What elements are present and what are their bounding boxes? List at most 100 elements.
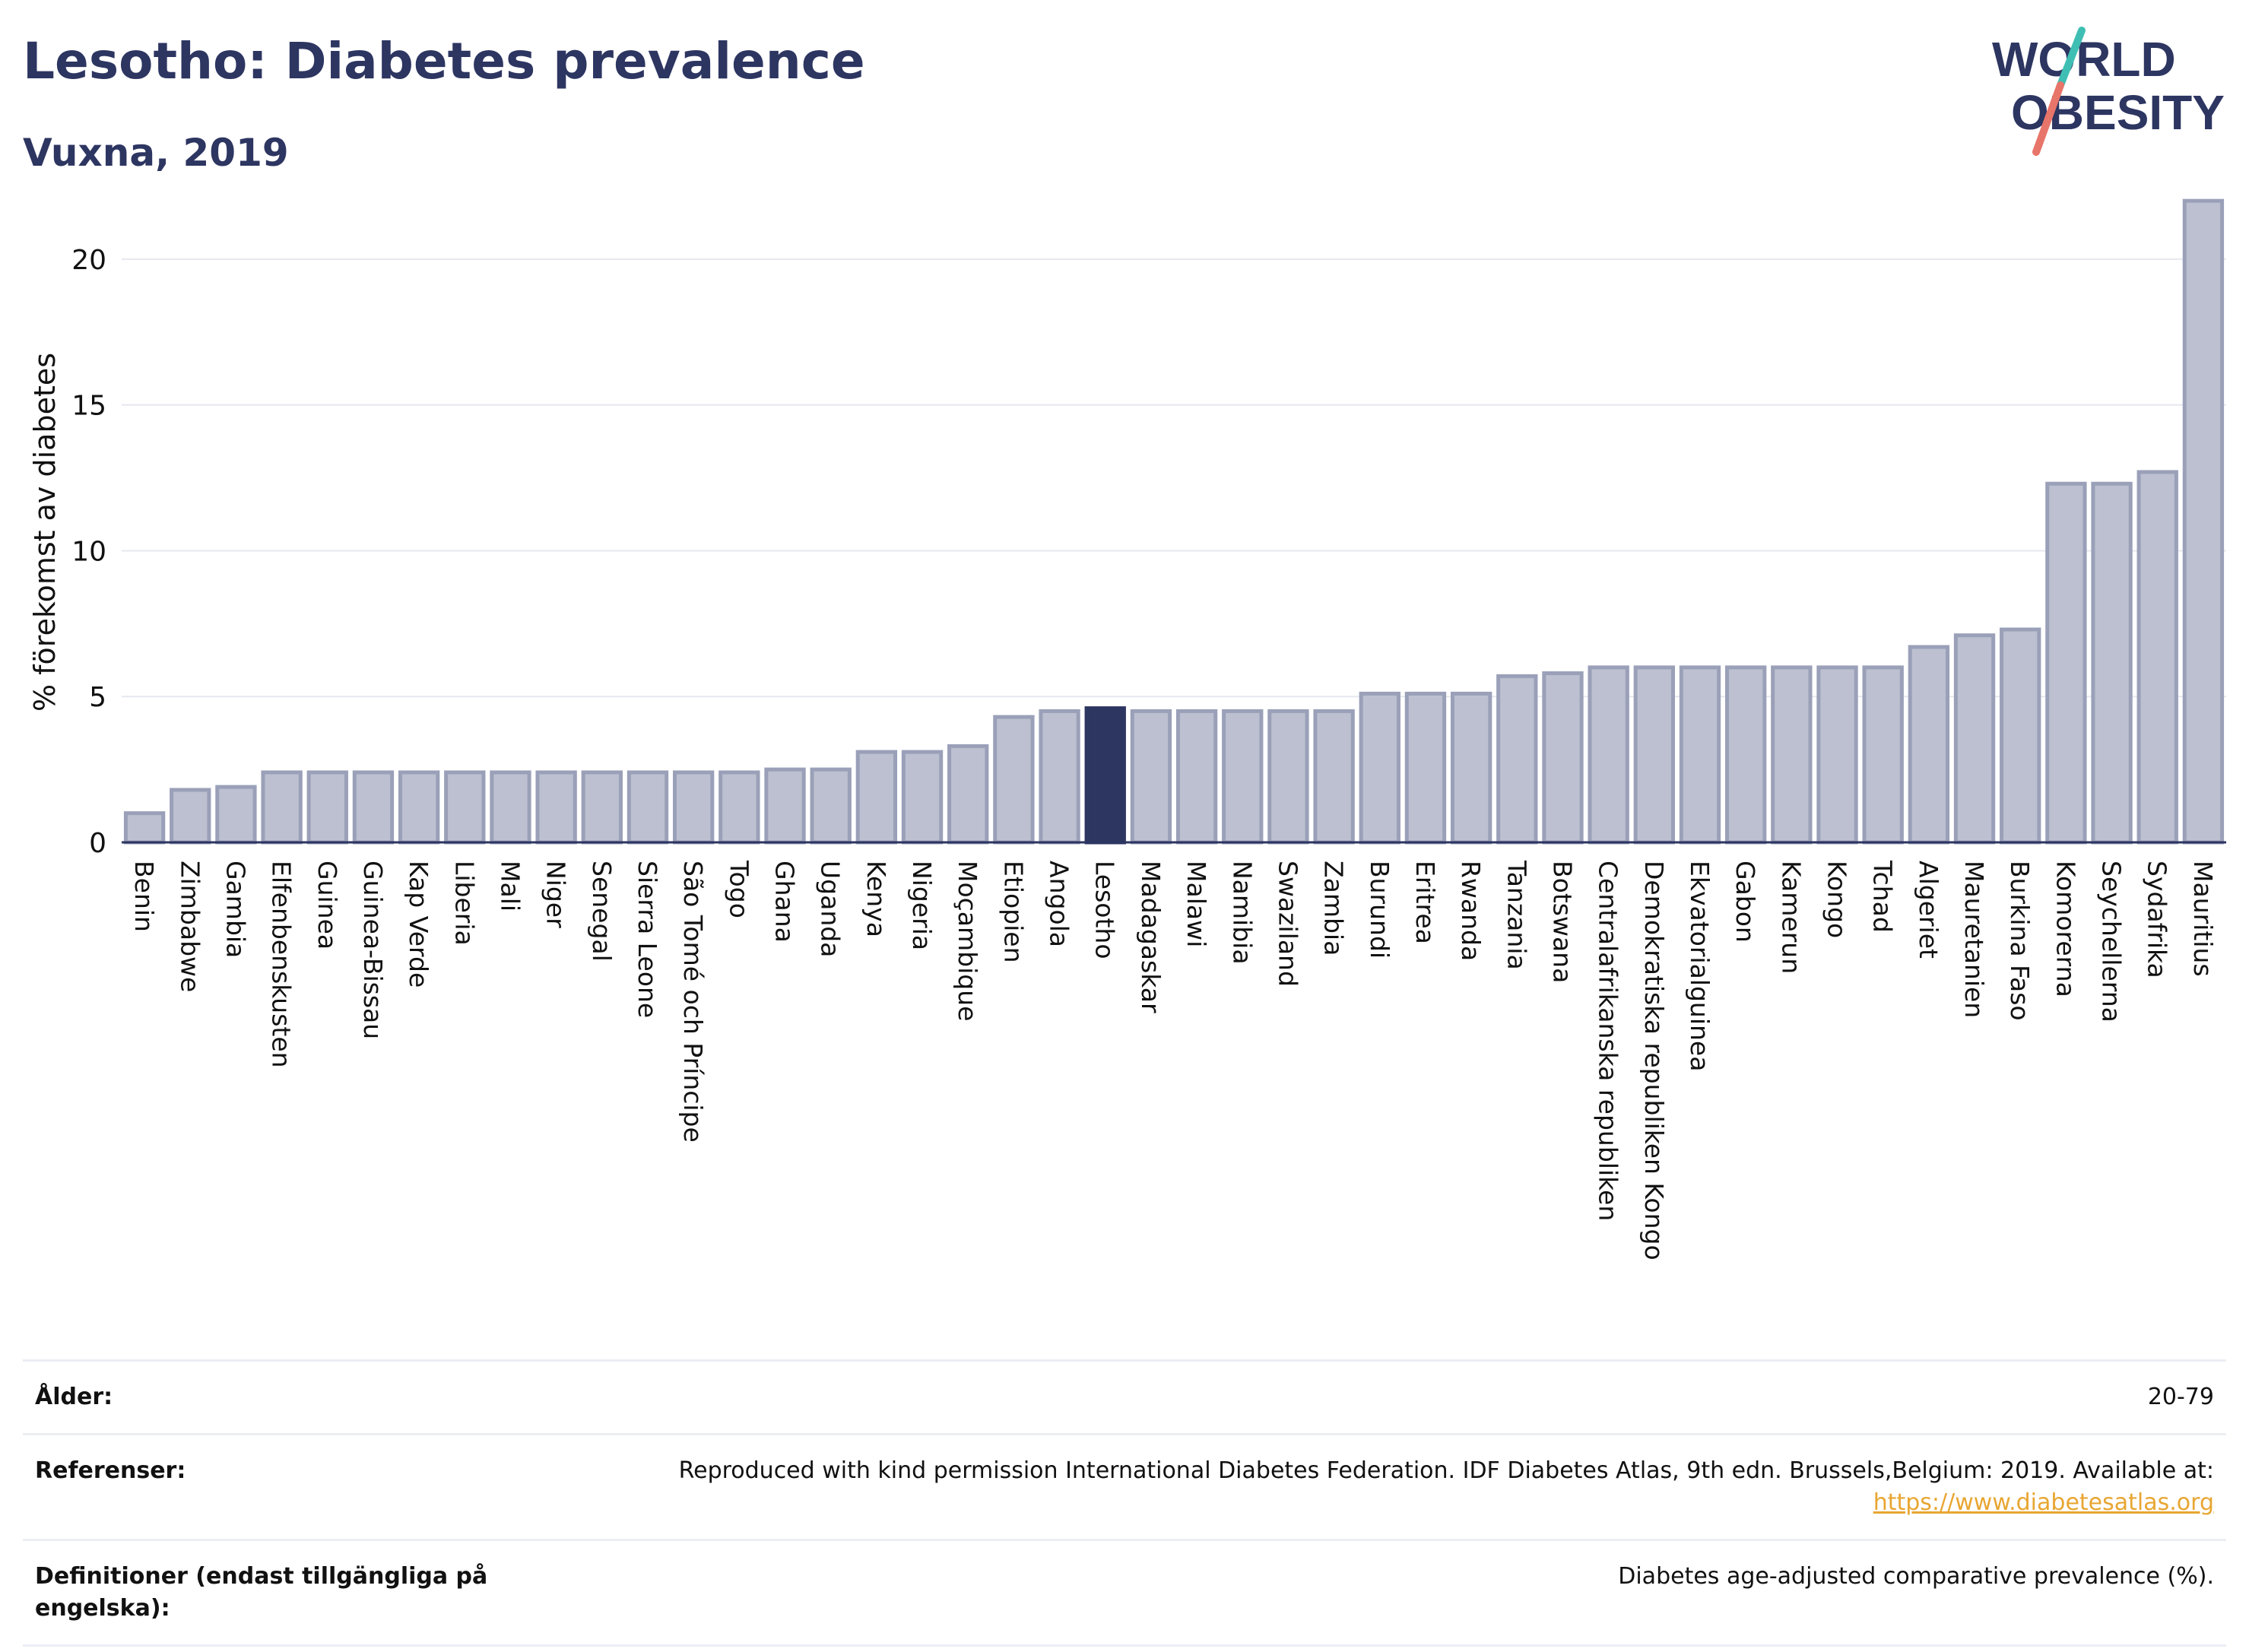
x-tick-label: Gambia	[220, 861, 250, 958]
x-tick-label: Swaziland	[1273, 861, 1302, 987]
chart-subtitle: Vuxna, 2019	[23, 131, 289, 175]
x-tick-label: Mauritius	[2188, 861, 2218, 977]
y-tick-label: 0	[89, 828, 106, 859]
meta-row-definitions: Definitioner (endast tillgängliga på eng…	[23, 1539, 2226, 1647]
x-tick-label: Zambia	[1319, 861, 1349, 956]
x-tick-label: Mali	[495, 861, 525, 912]
x-tick-label: Kongo	[1822, 861, 1852, 938]
x-tick-label: Kap Verde	[404, 861, 433, 988]
x-tick-label: Guinea	[312, 861, 342, 950]
x-tick-label: Kamerun	[1776, 861, 1806, 974]
bar-mauretanien	[1953, 633, 1996, 845]
bar-seychellerna	[2091, 481, 2133, 845]
bar-nigeria	[901, 750, 944, 845]
x-tick-label: Malawi	[1182, 861, 1211, 947]
bar-sierra-leone	[626, 770, 669, 845]
x-tick-label: São Tomé och Príncipe	[678, 861, 708, 1143]
x-tick-label: Gabon	[1730, 861, 1760, 943]
bar-centralafrikanska-republiken	[1588, 665, 1629, 845]
x-tick-label: Sierra Leone	[633, 861, 662, 1018]
y-tick-label: 10	[71, 536, 106, 567]
references-value: Reproduced with kind permission Internat…	[534, 1433, 2226, 1540]
x-tick-label: Ekvatorialguinea	[1685, 861, 1715, 1071]
y-tick-label: 15	[71, 391, 106, 422]
bar-madagaskar	[1130, 709, 1172, 845]
bar-ekvatorialguinea	[1679, 665, 1721, 845]
bars-layer	[123, 198, 2225, 845]
bar-liberia	[444, 770, 486, 845]
diabetes-atlas-link[interactable]: https://www.diabetesatlas.org	[1873, 1489, 2214, 1516]
bar-s-o-tomé-och-príncipe	[673, 770, 715, 845]
bar-algeriet	[1908, 645, 1950, 845]
meta-row-age: Ålder: 20-79	[23, 1359, 2226, 1435]
y-tick-label: 5	[89, 682, 106, 713]
x-tick-label: Demokratiska republiken Kongo	[1639, 861, 1669, 1260]
bar-demokratiska-republiken-kongo	[1633, 665, 1675, 845]
age-label: Ålder:	[23, 1359, 534, 1435]
meta-row-references: Referenser: Reproduced with kind permiss…	[23, 1433, 2226, 1540]
bar-eritrea	[1404, 691, 1447, 845]
references-label: Referenser:	[23, 1433, 534, 1540]
bar-mauritius	[2182, 198, 2225, 845]
x-tick-label: Kenya	[861, 861, 891, 937]
x-tick-label: Burkina Faso	[2005, 861, 2035, 1021]
bar-etiopien	[993, 715, 1035, 845]
x-tick-label: Elfenbenskusten	[267, 861, 297, 1068]
x-tick-label: Benin	[129, 861, 159, 932]
bar-mali	[490, 770, 531, 845]
x-tick-label: Seychellerna	[2097, 861, 2127, 1023]
x-tick-label: Lesotho	[1090, 861, 1120, 959]
bar-benin	[123, 811, 166, 845]
x-tick-label: Sydafrika	[2143, 861, 2172, 978]
x-tick-label: Zimbabwe	[175, 861, 205, 992]
bar-lesotho	[1084, 706, 1126, 845]
bar-komorerna	[2045, 481, 2087, 845]
x-tick-label: Algeriet	[1914, 861, 1943, 959]
bar-zimbabwe	[170, 788, 211, 845]
bar-tanzania	[1496, 674, 1538, 845]
bar-tchad	[1862, 665, 1904, 845]
bar-kap-verde	[398, 770, 440, 845]
grid-layer	[122, 258, 2226, 698]
chart-title: Lesotho: Diabetes prevalence	[23, 32, 865, 90]
x-tick-label: Uganda	[816, 861, 845, 957]
x-tick-label: Togo	[724, 860, 753, 918]
metadata-table: Ålder: 20-79 Referenser: Reproduced with…	[23, 1359, 2226, 1647]
x-tick-label: Ghana	[770, 861, 800, 943]
x-tick-label: Namibia	[1227, 861, 1257, 965]
x-tick-label: Mauretanien	[1959, 861, 1989, 1018]
x-tick-label: Nigeria	[907, 861, 937, 950]
references-text: Reproduced with kind permission Internat…	[678, 1457, 2214, 1484]
bar-rwanda	[1450, 691, 1492, 845]
labels-layer: Benin Zimbabwe Gambia Elfenbenskusten Guinea…	[129, 860, 2218, 1260]
axis-layer: 0 5 10 15 20	[71, 245, 2226, 859]
bar-sydafrika	[2136, 470, 2178, 845]
x-tick-label: Moçambique	[953, 861, 982, 1021]
logo-slash-teal	[2057, 27, 2086, 89]
age-value: 20-79	[534, 1359, 2226, 1435]
y-axis-label: % förekomst av diabetes	[28, 353, 62, 712]
bar-elfenbenskusten	[261, 770, 303, 845]
x-tick-label: Komorerna	[2051, 861, 2080, 997]
bar-chart: 0 5 10 15 20 Benin Zimbabwe Gambia Elfenbenskus…	[28, 198, 2226, 1260]
bar-kenya	[855, 750, 898, 845]
y-tick-label: 20	[71, 245, 106, 276]
x-tick-label: Tanzania	[1502, 860, 1531, 970]
x-tick-label: Niger	[541, 861, 571, 928]
x-tick-label: Angola	[1045, 861, 1074, 947]
x-tick-label: Etiopien	[998, 861, 1028, 962]
logo-slash-coral	[2032, 81, 2064, 156]
bar-kongo	[1816, 665, 1858, 845]
x-tick-label: Tchad	[1868, 860, 1898, 933]
bar-uganda	[810, 767, 852, 845]
bar-guinea-bissau	[352, 770, 395, 845]
bar-burkina-faso	[2000, 627, 2041, 845]
x-tick-label: Senegal	[587, 861, 617, 962]
bar-senegal	[581, 770, 623, 845]
bar-niger	[535, 770, 577, 845]
x-tick-label: Rwanda	[1456, 861, 1486, 961]
bar-botswana	[1542, 671, 1584, 845]
x-tick-label: Guinea-Bissau	[358, 861, 388, 1039]
bar-zambia	[1313, 709, 1355, 845]
bar-guinea	[306, 770, 348, 845]
